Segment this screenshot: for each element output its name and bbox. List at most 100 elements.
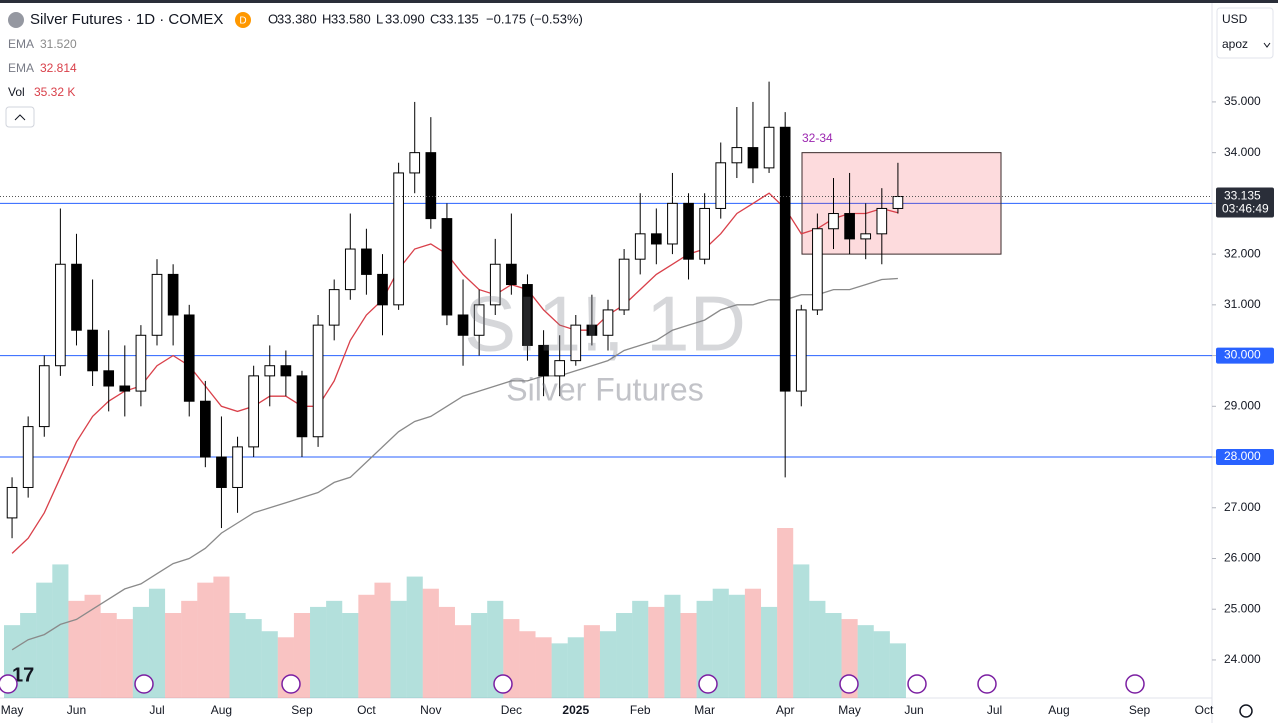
event-icon[interactable] xyxy=(134,674,154,694)
volume-bar xyxy=(406,576,423,698)
event-icon[interactable] xyxy=(839,674,859,694)
x-tick-label: Jul xyxy=(149,703,164,717)
volume-bar xyxy=(889,643,906,698)
volume-bar xyxy=(293,613,311,698)
legend-value: 33.380 xyxy=(277,11,317,26)
x-tick-label: Sep xyxy=(1129,703,1151,717)
logo: 17 xyxy=(12,664,34,686)
candle-body xyxy=(586,324,598,336)
event-icon[interactable] xyxy=(0,674,18,694)
event-icon[interactable] xyxy=(281,674,301,694)
candle-body xyxy=(812,228,823,311)
candle-body xyxy=(683,202,694,260)
volume-bar xyxy=(358,594,375,698)
event-icon[interactable] xyxy=(977,674,997,694)
candle-body xyxy=(570,324,582,362)
x-tick-label: Nov xyxy=(420,703,441,717)
volume-bar xyxy=(390,600,407,698)
candle-body xyxy=(795,309,807,392)
candle-body xyxy=(828,213,839,230)
currency[interactable]: USD xyxy=(1222,12,1248,26)
volume-bar xyxy=(567,637,584,698)
candle-body xyxy=(200,400,211,458)
volume-bar xyxy=(52,564,69,698)
plot xyxy=(0,81,1212,698)
indicator-name: EMA xyxy=(8,61,34,75)
x-tick-label: 2025 xyxy=(562,703,589,717)
event-icon[interactable] xyxy=(907,674,927,694)
candle-body xyxy=(763,126,775,169)
collapse-button[interactable] xyxy=(5,106,35,128)
volume-bar xyxy=(245,619,262,698)
candle-body xyxy=(183,314,195,402)
events xyxy=(0,674,1145,694)
y-tick-label: 34.000 xyxy=(1224,145,1261,159)
candle-body xyxy=(22,426,34,488)
event-icon[interactable] xyxy=(1125,674,1145,694)
x-tick-label: Jul xyxy=(987,703,1002,717)
legend-key: L xyxy=(376,11,383,26)
x-tick-label: Oct xyxy=(357,703,376,717)
candle-body xyxy=(667,202,678,245)
collapse-icon xyxy=(14,114,26,121)
symbol-title[interactable]: Silver Futures · 1D · COMEX xyxy=(30,11,223,28)
event-icon[interactable] xyxy=(698,674,718,694)
volume-bar xyxy=(261,631,278,698)
candle-body xyxy=(232,446,243,488)
symbol-icon xyxy=(8,12,24,28)
y-tick-label: 24.000 xyxy=(1224,652,1261,666)
candle-body xyxy=(167,273,179,316)
candle-body xyxy=(876,207,888,235)
settings-icon[interactable] xyxy=(1239,704,1253,718)
candle-body xyxy=(296,375,308,438)
candle-body xyxy=(522,284,533,346)
candle-body xyxy=(473,304,485,336)
candle-body xyxy=(361,248,372,275)
volume-bar xyxy=(487,600,504,698)
event-icon[interactable] xyxy=(493,674,513,694)
scale-menu[interactable]: apoz xyxy=(1222,37,1248,51)
volume-bar xyxy=(213,576,230,698)
candle-body xyxy=(393,172,404,306)
legend-value: 33.580 xyxy=(331,11,371,26)
y-tick-label: 26.000 xyxy=(1224,551,1261,565)
countdown: 03:46:49 xyxy=(1222,202,1269,216)
candle-body xyxy=(344,248,356,291)
y-tick-label: 29.000 xyxy=(1224,398,1261,412)
scale-controls xyxy=(1216,7,1274,59)
volume-bar xyxy=(20,613,37,698)
volume-bar xyxy=(777,528,794,698)
legend-value: 33.090 xyxy=(385,11,425,26)
volume-name: Vol xyxy=(8,85,25,99)
x-tick-label: May xyxy=(1,703,24,717)
volume-bar xyxy=(342,613,359,698)
legend-key: H xyxy=(322,11,331,26)
volume-value: 35.32 K xyxy=(34,85,75,99)
y-tick-label: 35.000 xyxy=(1224,94,1261,108)
volume-bar xyxy=(68,600,85,698)
y-tick-label: 31.000 xyxy=(1224,297,1261,311)
candle-body xyxy=(264,365,276,377)
candle-body xyxy=(699,207,710,260)
candle-body xyxy=(860,233,872,240)
volume-bar xyxy=(761,606,778,698)
candle-body xyxy=(103,370,115,387)
volume-bar xyxy=(825,613,842,698)
ema-line xyxy=(11,277,898,651)
candle-body xyxy=(618,258,630,311)
candle-body xyxy=(650,233,662,245)
candle-body xyxy=(6,486,18,519)
x-tick-label: Mar xyxy=(694,703,715,717)
x-tick-label: May xyxy=(838,703,861,717)
candle-body xyxy=(457,314,469,336)
volume-bar xyxy=(116,619,133,698)
candle-body xyxy=(216,456,227,488)
volume-bar xyxy=(165,613,182,698)
indicator-name: EMA xyxy=(8,37,34,51)
candle-body xyxy=(55,263,66,367)
volume-bar xyxy=(100,613,117,698)
candle-body xyxy=(602,309,614,336)
volume-bar xyxy=(519,631,536,698)
indicator-value: 31.520 xyxy=(40,37,77,51)
